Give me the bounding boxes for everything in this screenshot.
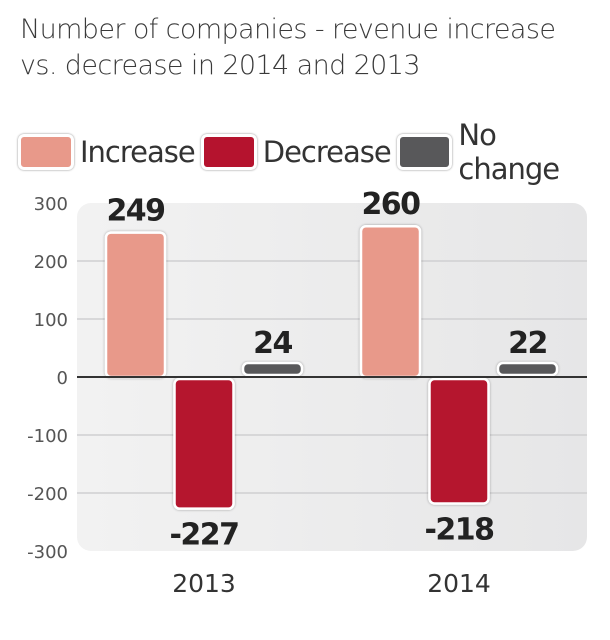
y-tick-label: -300: [27, 542, 68, 563]
legend-swatch-no-change: [396, 134, 453, 170]
chart-title-line-1: Number of companies - revenue increase: [20, 14, 556, 45]
bar-no-change-2013: [241, 361, 304, 377]
value-label-no-change-2013: 24: [253, 326, 292, 361]
y-tick-label: 100: [34, 310, 68, 331]
legend-item-increase: Increase: [18, 134, 196, 170]
bar-decrease-2013: [173, 377, 235, 510]
y-tick-label: 300: [34, 194, 68, 215]
value-label-increase-2014: 260: [361, 187, 420, 222]
value-label-no-change-2014: 22: [508, 326, 547, 361]
x-category-label: 2013: [172, 569, 236, 598]
bar-increase-2013: [104, 231, 167, 379]
y-tick-label: 200: [34, 252, 68, 273]
chart-title-line-2: vs. decrease in 2014 and 2013: [20, 50, 421, 81]
value-label-decrease-2013: -227: [169, 518, 238, 553]
bar-no-change-2014: [496, 361, 559, 377]
y-tick-label: -200: [27, 484, 68, 505]
bar-increase-2014: [359, 224, 422, 379]
legend-item-no-change: No change: [396, 118, 604, 186]
value-label-increase-2013: 249: [106, 194, 164, 229]
legend-swatch-decrease: [200, 134, 257, 170]
bar-decrease-2014: [428, 377, 490, 505]
y-tick-label: -100: [27, 426, 68, 447]
legend-item-decrease: Decrease: [200, 134, 392, 170]
value-label-decrease-2014: -218: [424, 512, 494, 547]
legend-label-no-change: No change: [458, 118, 560, 186]
legend-label-decrease: Decrease: [262, 135, 392, 169]
y-tick-label: 0: [57, 368, 68, 389]
legend: Increase Decrease No change: [18, 118, 610, 186]
legend-swatch-increase: [18, 134, 74, 170]
chart-title: Number of companies - revenue increase v…: [20, 12, 556, 84]
legend-label-increase: Increase: [80, 135, 196, 169]
x-category-label: 2014: [427, 569, 491, 598]
